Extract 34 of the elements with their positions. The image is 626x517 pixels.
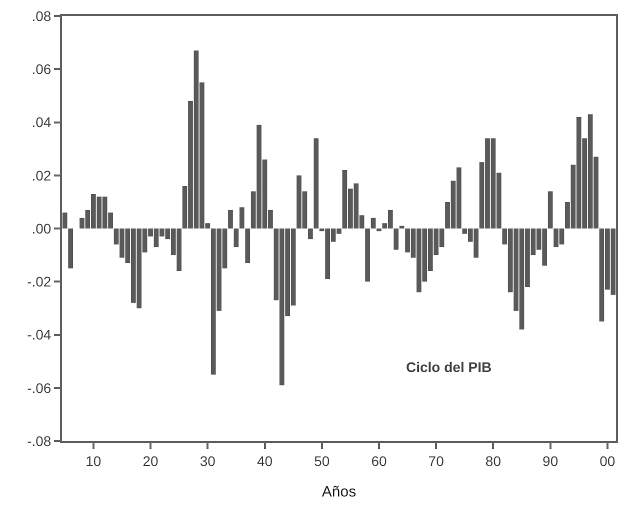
y-tick-label: -.02: [27, 274, 52, 290]
bar: [245, 228, 250, 264]
y-tick-label: .06: [32, 61, 52, 78]
x-tick-label: 20: [142, 452, 159, 469]
y-tick-label: .02: [32, 167, 52, 184]
x-tick-label: 60: [371, 452, 387, 469]
bar: [68, 228, 73, 268]
bar: [228, 210, 233, 228]
bar: [399, 226, 404, 228]
bar: [314, 138, 319, 228]
x-tick-label: 90: [542, 452, 558, 469]
bar: [548, 191, 553, 228]
x-tick-label: 70: [428, 452, 444, 469]
y-tick-label: .00: [32, 220, 52, 236]
bar: [239, 207, 244, 228]
x-tick-label: 00: [600, 452, 616, 469]
bar: [308, 228, 313, 240]
x-axis-title: Años: [322, 483, 356, 500]
x-tick-label: 80: [485, 452, 502, 469]
x-tick-label: 40: [256, 452, 273, 469]
bar: [370, 218, 376, 228]
y-tick-label: .04: [32, 114, 52, 130]
y-tick-label: -.06: [27, 380, 52, 396]
y-tick-label: .08: [32, 8, 52, 24]
y-tick-label: -.08: [27, 432, 52, 449]
bar: [365, 228, 370, 282]
bar: [234, 228, 239, 248]
annotation: Ciclo del PIB: [406, 359, 492, 375]
bar: [394, 228, 399, 250]
x-tick-label: 30: [200, 452, 216, 469]
bar: [376, 228, 382, 232]
y-tick-label: -.04: [27, 326, 52, 343]
x-tick-label: 50: [314, 452, 330, 469]
x-tick-label: 10: [86, 452, 102, 469]
